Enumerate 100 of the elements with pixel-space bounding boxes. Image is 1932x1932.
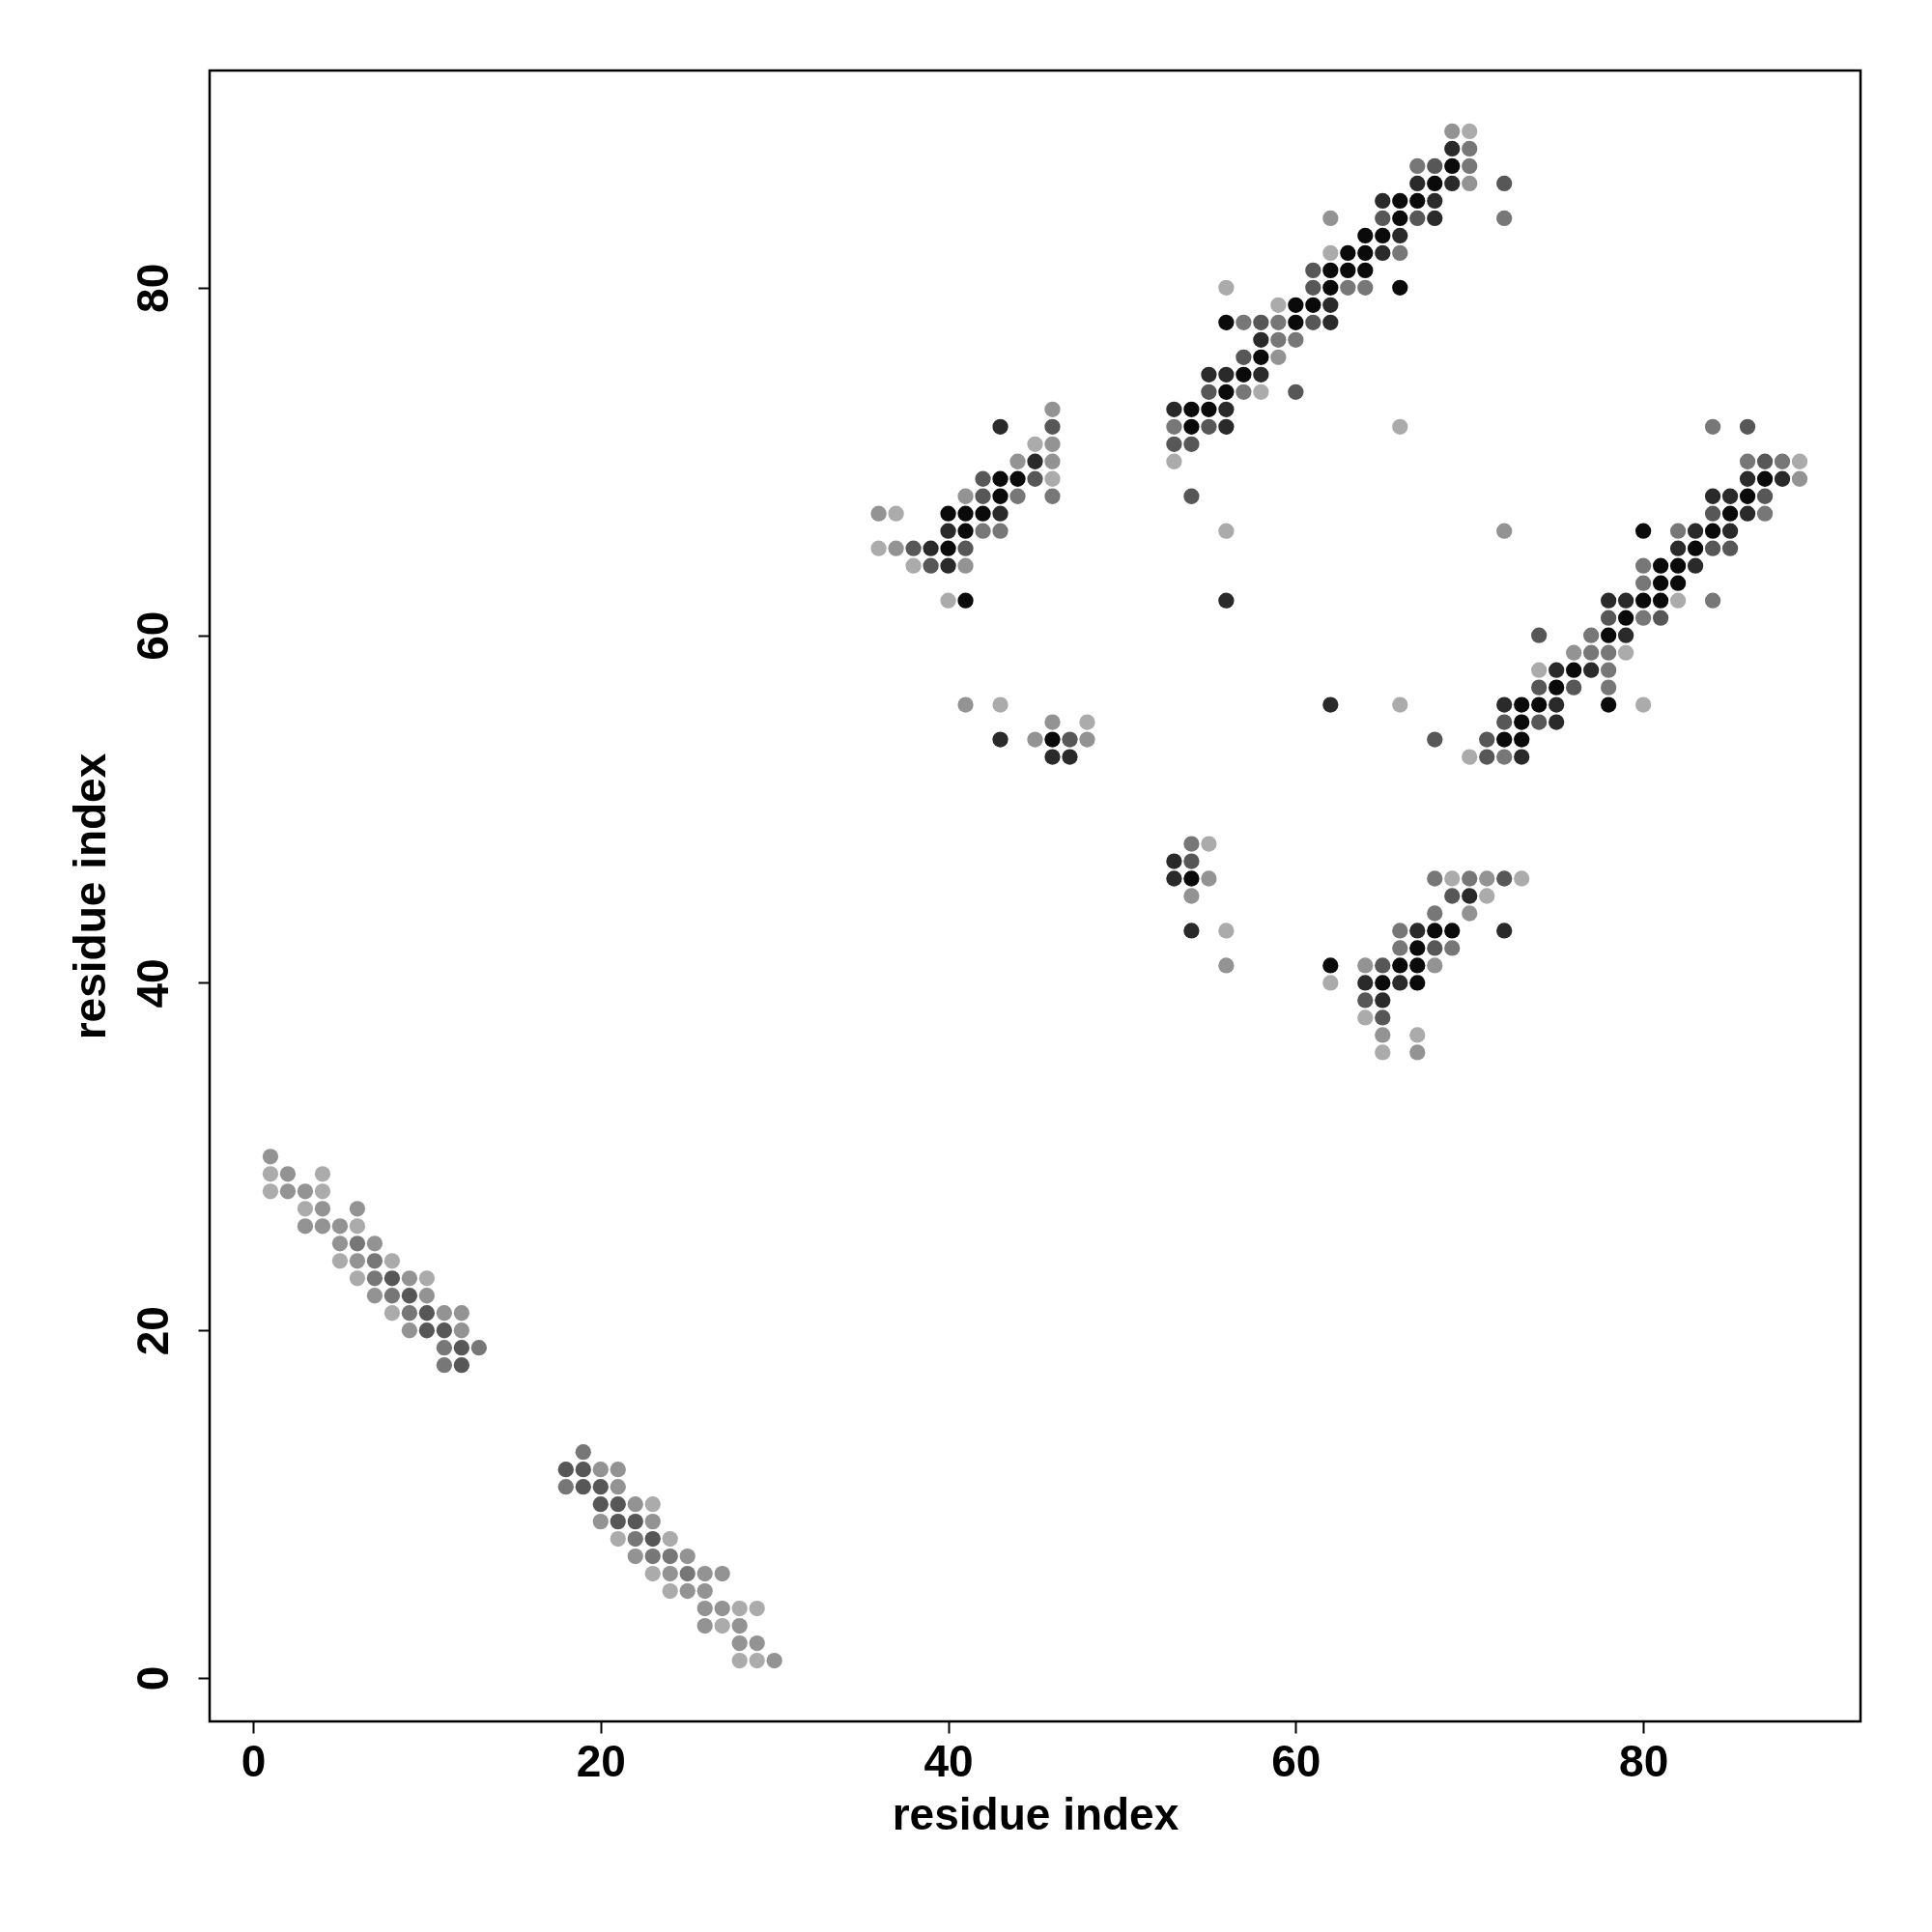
point [1392, 975, 1408, 991]
point [1253, 366, 1269, 383]
y-tick-label: 80 [127, 263, 178, 313]
point [1444, 870, 1461, 887]
point [262, 1166, 279, 1182]
point [1392, 923, 1408, 939]
point [1634, 557, 1652, 574]
point [575, 1444, 591, 1461]
point [1375, 992, 1391, 1009]
point [1774, 470, 1791, 487]
point [662, 1530, 678, 1548]
point [1322, 696, 1339, 713]
point [314, 1166, 331, 1182]
point [1583, 644, 1600, 661]
x-tick-label: 0 [241, 1735, 267, 1786]
point [870, 540, 887, 556]
point [1687, 557, 1704, 574]
point [1270, 331, 1287, 348]
point [1462, 749, 1478, 765]
point [1496, 923, 1513, 939]
point [1322, 314, 1339, 330]
point [1618, 592, 1634, 609]
point [1340, 279, 1356, 296]
point [262, 1183, 279, 1200]
point [714, 1617, 730, 1634]
point [940, 592, 956, 609]
point [923, 540, 939, 556]
point [1288, 331, 1304, 348]
point [749, 1652, 765, 1669]
point [1479, 888, 1495, 904]
point [1218, 366, 1235, 383]
point [1548, 714, 1565, 730]
point [1392, 940, 1408, 956]
point [349, 1270, 366, 1287]
point [1270, 297, 1287, 313]
point [557, 1479, 574, 1495]
point [1444, 175, 1461, 192]
point [1462, 888, 1478, 904]
point [644, 1496, 661, 1513]
point [1601, 592, 1617, 609]
point [1253, 384, 1269, 400]
point [314, 1183, 331, 1200]
point [1514, 870, 1530, 887]
point [905, 557, 922, 574]
point [1756, 505, 1774, 522]
point [644, 1565, 661, 1582]
point [1669, 592, 1687, 609]
x-tick-label: 40 [923, 1735, 974, 1786]
point [1601, 644, 1617, 661]
point [1166, 418, 1182, 435]
y-tick-label: 60 [127, 611, 178, 661]
y-tick-label: 20 [127, 1306, 178, 1356]
point [1201, 366, 1217, 383]
point [1166, 853, 1182, 869]
point [1236, 384, 1252, 400]
point [1392, 227, 1408, 244]
point [1409, 923, 1426, 939]
point [1739, 505, 1756, 522]
point [297, 1201, 314, 1217]
point [349, 1218, 366, 1235]
point [384, 1288, 401, 1304]
point [1531, 662, 1548, 678]
point [1669, 523, 1687, 539]
point [627, 1530, 643, 1548]
point [1462, 140, 1478, 157]
point [1774, 453, 1791, 469]
y-tick-label: 0 [127, 1665, 178, 1691]
point [662, 1582, 678, 1600]
point [1704, 592, 1721, 609]
point [1427, 870, 1443, 887]
point [1496, 749, 1513, 765]
point [1583, 662, 1600, 678]
point [1322, 244, 1339, 262]
point [1634, 696, 1652, 713]
point [975, 523, 991, 539]
point [1044, 749, 1061, 765]
point [384, 1305, 401, 1321]
point [1409, 175, 1426, 192]
point [1166, 453, 1182, 469]
point [418, 1270, 436, 1287]
x-tick-label: 20 [576, 1735, 626, 1786]
point [1375, 1044, 1391, 1061]
point [1601, 662, 1617, 678]
point [1409, 1027, 1426, 1043]
point [1253, 331, 1269, 348]
point [1218, 592, 1235, 609]
point [1548, 696, 1565, 713]
point [366, 1270, 384, 1287]
point [1357, 975, 1374, 991]
point [1462, 123, 1478, 140]
point [1218, 523, 1235, 539]
point [1027, 453, 1043, 469]
point [749, 1600, 765, 1617]
point [1183, 923, 1200, 939]
point [1270, 314, 1287, 330]
point [731, 1600, 748, 1617]
point [1009, 488, 1026, 504]
point [1218, 418, 1235, 435]
point [1322, 297, 1339, 313]
point [1062, 749, 1078, 765]
